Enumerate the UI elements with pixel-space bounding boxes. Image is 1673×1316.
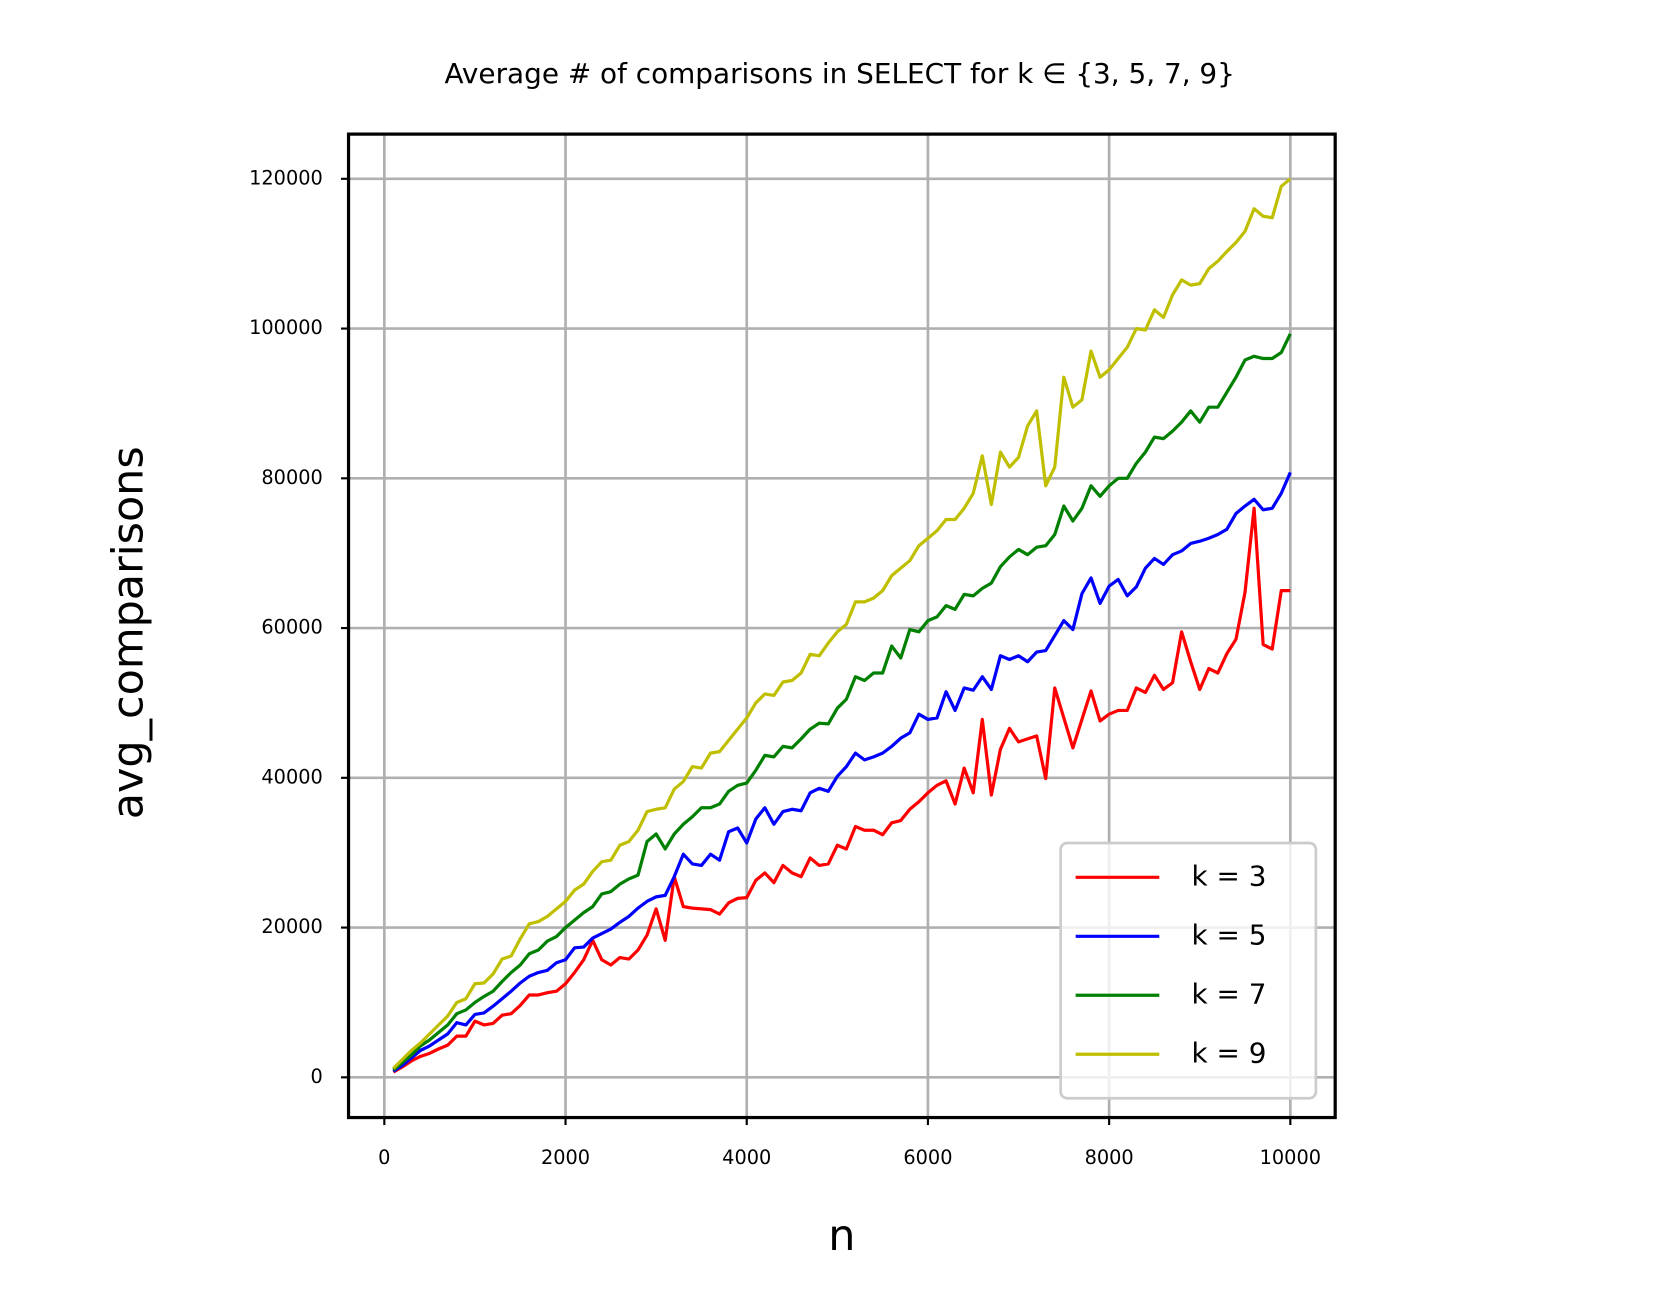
series-line [392, 177, 1292, 1070]
y-tick-label: 100000 [249, 316, 323, 339]
x-tick-label: 8000 [1085, 1146, 1134, 1169]
y-tick-label: 0 [311, 1065, 323, 1088]
series-line [392, 333, 1292, 1072]
legend-box [1059, 841, 1318, 1100]
legend-label: k = 3 [1191, 859, 1266, 892]
plot-frame [346, 132, 1337, 1120]
x-tick-label: 10000 [1260, 1146, 1321, 1169]
legend-label: k = 7 [1191, 977, 1266, 1010]
y-axis-label: avg_comparisons [103, 446, 153, 819]
y-tick-label: 20000 [261, 915, 322, 938]
legend-label: k = 5 [1191, 918, 1266, 951]
chart-title: Average # of comparisons in SELECT for k… [445, 57, 1235, 90]
y-tick-label: 120000 [249, 166, 323, 189]
x-tick-label: 6000 [903, 1146, 952, 1169]
y-tick-label: 40000 [261, 765, 322, 788]
x-tick-label: 4000 [722, 1146, 771, 1169]
x-tick-label: 2000 [541, 1146, 590, 1169]
series-line [392, 471, 1292, 1073]
legend: k = 3 k = 5 k = 7 k = 9 [1059, 841, 1318, 1100]
y-tick-label: 80000 [261, 466, 322, 489]
legend-label: k = 9 [1191, 1036, 1266, 1069]
x-tick-label: 0 [378, 1146, 390, 1169]
series-line [392, 506, 1291, 1074]
x-axis-label: n [828, 1211, 855, 1261]
y-tick-label: 60000 [261, 616, 322, 639]
